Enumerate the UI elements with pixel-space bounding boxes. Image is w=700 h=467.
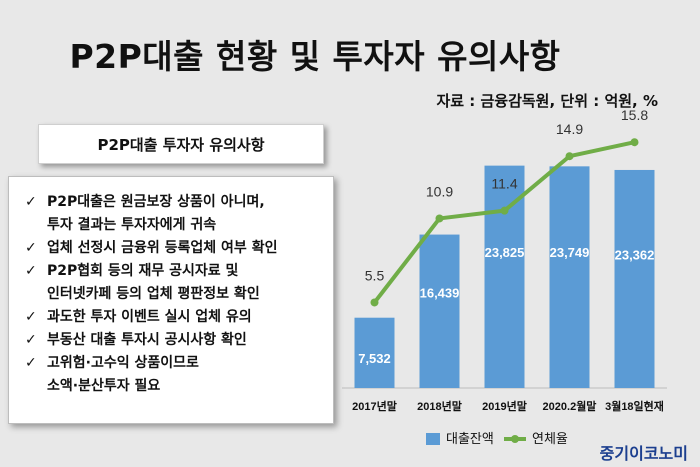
- caution-item-line: 고위험·고수익 상품이므로: [47, 355, 199, 371]
- line-point-4: [565, 152, 574, 161]
- chart-svg: 7,532 16,439 23,825 23,749 23,362 5.5 10.9 11.4…: [342, 108, 667, 446]
- bar-5: [614, 169, 655, 388]
- legend-label-line: 연체율: [532, 431, 568, 446]
- line-value-label: 14.9: [556, 121, 583, 137]
- caution-item: ✓ 부동산 대출 투자시 공시사항 확인: [25, 329, 323, 352]
- legend-swatch-bar: [426, 433, 440, 445]
- category-label: 2019년말: [482, 399, 527, 413]
- caution-item-line: 부동산 대출 투자시 공시사항 확인: [47, 332, 247, 348]
- caution-item: ✓ P2P대출은 원금보장 상품이 아니며, 투자 결과는 투자자에게 귀속: [25, 191, 323, 237]
- legend-marker-line: [511, 435, 519, 443]
- check-icon: ✓: [25, 240, 37, 256]
- line-point-1: [370, 298, 379, 307]
- chart: 7,532 16,439 23,825 23,749 23,362 5.5 10.9 11.4…: [336, 108, 700, 467]
- source-note: 자료 : 금융감독원, 단위 : 억원, %: [436, 92, 658, 110]
- category-label: 3월18일현재: [605, 399, 664, 413]
- caution-item-line: P2P대출은 원금보장 상품이 아니며,: [47, 194, 265, 210]
- caution-item-text: 부동산 대출 투자시 공시사항 확인: [47, 329, 247, 352]
- line-point-2: [435, 214, 444, 223]
- caution-item-line: 업체 선정시 금융위 등록업체 여부 확인: [47, 240, 278, 256]
- caution-item-text: P2P대출은 원금보장 상품이 아니며, 투자 결과는 투자자에게 귀속: [47, 191, 265, 237]
- bar-value-label: 23,825: [485, 245, 525, 260]
- caution-item: ✓ 업체 선정시 금융위 등록업체 여부 확인: [25, 237, 323, 260]
- bar-1: [354, 317, 395, 388]
- page-title: P2P대출 현황 및 투자자 유의사항: [69, 37, 561, 76]
- check-icon: ✓: [25, 194, 37, 210]
- check-icon: ✓: [25, 309, 37, 325]
- bar-4: [549, 166, 590, 388]
- line-point-3: [500, 206, 509, 215]
- caution-item-line: P2P협회 등의 재무 공시자료 및: [47, 263, 239, 279]
- caution-item: ✓ 과도한 투자 이벤트 실시 업체 유의: [25, 306, 323, 329]
- line-value-label: 10.9: [426, 183, 453, 199]
- line-value-label: 5.5: [365, 267, 385, 283]
- bar-value-label: 23,749: [550, 245, 590, 260]
- caution-item-text: 과도한 투자 이벤트 실시 업체 유의: [47, 306, 252, 329]
- line-value-label: 15.8: [621, 108, 648, 123]
- caution-item-text: 업체 선정시 금융위 등록업체 여부 확인: [47, 237, 277, 260]
- bar-value-label: 16,439: [420, 285, 460, 300]
- brand-logo: 중기이코노미: [599, 444, 688, 463]
- panel-header: P2P대출 투자자 유의사항: [38, 124, 324, 164]
- category-label: 2018년말: [417, 399, 462, 413]
- category-label: 2017년말: [352, 399, 397, 413]
- line-value-label: 11.4: [491, 176, 517, 192]
- bar-3: [484, 165, 525, 388]
- caution-item-line: 소액·분산투자 필요: [47, 378, 161, 394]
- caution-item-line: 투자 결과는 투자자에게 귀속: [47, 217, 217, 233]
- caution-item-line: 과도한 투자 이벤트 실시 업체 유의: [47, 309, 252, 325]
- line-point-5: [630, 138, 639, 147]
- caution-item-line: 인터넷카페 등의 업체 평판정보 확인: [47, 286, 260, 302]
- check-icon: ✓: [25, 263, 37, 279]
- bar-value-label: 23,362: [615, 247, 655, 262]
- bar-2: [419, 234, 460, 388]
- caution-panel: ✓ P2P대출은 원금보장 상품이 아니며, 투자 결과는 투자자에게 귀속 ✓ 업체 …: [8, 176, 334, 424]
- check-icon: ✓: [25, 332, 37, 348]
- panel-header-label: P2P대출 투자자 유의사항: [97, 135, 265, 154]
- bar-value-label: 7,532: [358, 351, 391, 366]
- caution-list: ✓ P2P대출은 원금보장 상품이 아니며, 투자 결과는 투자자에게 귀속 ✓ 업체 …: [25, 191, 323, 398]
- category-label: 2020.2월말: [543, 399, 597, 413]
- legend-label-bar: 대출잔액: [446, 431, 494, 446]
- check-icon: ✓: [25, 355, 37, 371]
